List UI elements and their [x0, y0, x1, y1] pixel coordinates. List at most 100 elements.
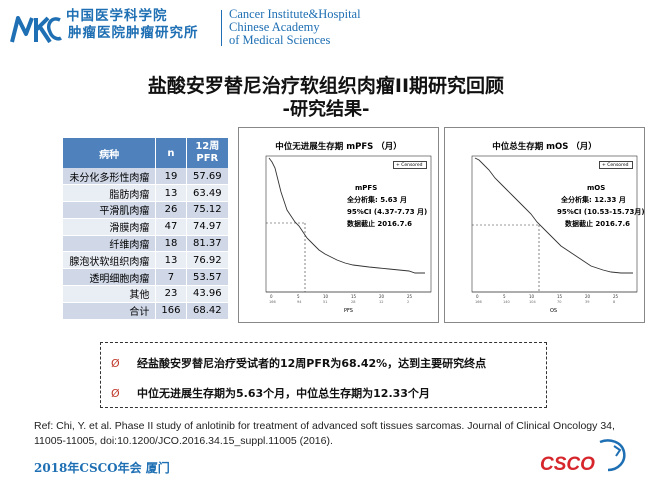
cell-pfr: 75.12	[186, 201, 230, 219]
table-header-pfr: 12周 PFR	[186, 138, 230, 168]
svg-text:8: 8	[613, 300, 615, 304]
pfs-cutoff: 数据截止 2016.7.6	[347, 220, 412, 228]
cell-type: 纤维肉瘤	[63, 235, 157, 253]
cell-pfr: 68.42	[186, 302, 230, 320]
svg-text:94: 94	[297, 300, 302, 304]
os-cutoff: 数据截止 2016.7.6	[565, 220, 630, 228]
svg-text:28: 28	[351, 300, 355, 304]
cell-n: 23	[155, 285, 187, 303]
csco-logo-icon: CSCO	[540, 439, 626, 475]
svg-text:25: 25	[613, 294, 619, 299]
svg-text:51: 51	[323, 300, 327, 304]
table-header-row: 病种 n 12周 PFR	[63, 138, 230, 168]
svg-text:20: 20	[379, 294, 385, 299]
logo-en-line3: of Medical Sciences	[229, 33, 331, 47]
table-row: 合计 166 68.42	[63, 302, 230, 320]
pfs-plot-title: 中位无进展生存期 mPFS （月）	[275, 142, 402, 152]
cell-n: 18	[155, 235, 187, 253]
table-header-n: n	[155, 138, 187, 168]
svg-text:5: 5	[297, 294, 300, 299]
logo-en-line2: Chinese Academy	[229, 20, 320, 34]
svg-text:15: 15	[351, 294, 357, 299]
cell-n: 7	[155, 268, 187, 287]
logo-cn-line2: 肿瘤医院肿瘤研究所	[68, 25, 199, 41]
cell-type: 未分化多形性肉瘤	[63, 168, 157, 186]
table-row: 滑膜肉瘤 47 74.97	[63, 218, 230, 236]
arrow-bullet-icon: Ø	[111, 357, 120, 370]
cell-type: 其他	[63, 285, 157, 303]
cell-n: 13	[155, 251, 187, 270]
cell-n: 166	[155, 302, 187, 320]
cell-pfr: 63.49	[186, 184, 230, 203]
svg-text:5: 5	[503, 294, 506, 299]
pfs-label: mPFS	[355, 184, 378, 192]
svg-text:20: 20	[585, 294, 591, 299]
svg-text:12: 12	[379, 300, 383, 304]
os-legend: + Censored	[599, 161, 633, 169]
header: 中国医学科学院 肿瘤医院肿瘤研究所 Cancer Institute&Hospi…	[0, 0, 652, 52]
slide-title: 盐酸安罗替尼治疗软组织肉瘤II期研究回顾	[147, 75, 505, 97]
os-ci: 95%CI (10.53-15.73月)	[557, 208, 645, 216]
pfs-ci: 95%CI (4.37-7.73 月)	[347, 208, 428, 216]
table-header-type: 病种	[63, 138, 157, 168]
svg-text:70: 70	[557, 300, 561, 304]
svg-text:15: 15	[557, 294, 563, 299]
hospital-logo-icon	[10, 16, 62, 44]
reference-text: Ref: Chi, Y. et al. Phase II study of an…	[34, 420, 615, 447]
cell-pfr: 57.69	[186, 168, 230, 186]
logo-english-name: Cancer Institute&Hospital Chinese Academ…	[229, 8, 399, 47]
os-annotation: mOS 全分析集: 12.33 月 95%CI (10.53-15.73月) 数…	[557, 182, 645, 230]
cell-pfr: 74.97	[186, 218, 230, 236]
pfs-curve-figure: 0 5 10 15 20 25 166 94 51 28 12 2	[265, 155, 432, 304]
cell-pfr: 76.92	[186, 251, 230, 270]
cell-n: 13	[155, 184, 187, 203]
svg-text:25: 25	[407, 294, 413, 299]
cell-pfr: 81.37	[186, 235, 230, 253]
pfs-annotation: mPFS 全分析集: 5.63 月 95%CI (4.37-7.73 月) 数据…	[347, 182, 437, 230]
pfs-xaxis-label: PFS	[344, 308, 353, 314]
os-km-plot: 中位总生存期 mOS （月） 0 5 10 15 20 25 166 140 104 70 3…	[444, 127, 645, 323]
svg-text:166: 166	[475, 300, 482, 304]
findings-box: Ø 经盐酸安罗替尼治疗受试者的12周PFR为68.42%，达到主要研究终点 Ø 中位…	[100, 342, 547, 408]
os-legend-label: Censored	[607, 163, 629, 168]
cell-n: 26	[155, 201, 187, 219]
cell-n: 47	[155, 218, 187, 236]
svg-text:166: 166	[269, 300, 276, 304]
table-row: 平滑肌肉瘤 26 75.12	[63, 201, 230, 219]
svg-text:10: 10	[529, 294, 535, 299]
logo-cn-line1: 中国医学科学院	[66, 8, 168, 24]
os-analysis: 全分析集: 12.33 月	[561, 196, 626, 204]
os-xaxis-label: OS	[550, 308, 558, 314]
cell-type: 脂肪肉瘤	[63, 184, 157, 203]
footer-event: 2018年CSCO年会 厦门	[34, 461, 170, 475]
table-row: 其他 23 43.96	[63, 285, 230, 303]
table-row: 脂肪肉瘤 13 63.49	[63, 184, 230, 203]
os-label: mOS	[587, 184, 606, 192]
arrow-bullet-icon: Ø	[111, 387, 120, 400]
cell-type: 合计	[63, 302, 157, 320]
svg-text:39: 39	[585, 300, 589, 304]
os-curve-figure: 0 5 10 15 20 25 166 140 104 70 39 8	[471, 155, 638, 304]
svg-text:140: 140	[503, 300, 510, 304]
finding-item: Ø 经盐酸安罗替尼治疗受试者的12周PFR为68.42%，达到主要研究终点	[111, 355, 486, 371]
table-row: 腺泡状软组织肉瘤 13 76.92	[63, 251, 230, 270]
cell-type: 平滑肌肉瘤	[63, 201, 157, 219]
pfs-analysis: 全分析集: 5.63 月	[347, 196, 407, 204]
svg-text:0: 0	[476, 294, 479, 299]
finding-item: Ø 中位无进展生存期为5.63个月，中位总生存期为12.33个月	[111, 385, 430, 401]
csco-logo-text: CSCO	[540, 454, 595, 475]
cell-type: 滑膜肉瘤	[63, 218, 157, 236]
logo-en-line1: Cancer Institute&Hospital	[229, 7, 361, 21]
finding-text: 经盐酸安罗替尼治疗受试者的12周PFR为68.42%，达到主要研究终点	[137, 357, 487, 370]
logo-chinese-name: 中国医学科学院 肿瘤医院肿瘤研究所	[66, 8, 216, 42]
slide-subtitle: -研究结果-	[282, 99, 370, 120]
cell-n: 19	[155, 168, 187, 186]
svg-text:0: 0	[270, 294, 273, 299]
svg-text:104: 104	[529, 300, 536, 304]
pfr-table: 病种 n 12周 PFR 未分化多形性肉瘤 19 57.69 脂肪肉瘤 13 63.49…	[63, 138, 230, 320]
table-row: 透明细胞肉瘤 7 53.57	[63, 268, 230, 287]
table-row: 未分化多形性肉瘤 19 57.69	[63, 168, 230, 186]
logo-divider	[221, 10, 222, 46]
pfs-km-plot: 中位无进展生存期 mPFS （月） 0 5 10 15 20 25 166 94 51 28…	[238, 127, 439, 323]
table-row: 纤维肉瘤 18 81.37	[63, 235, 230, 253]
